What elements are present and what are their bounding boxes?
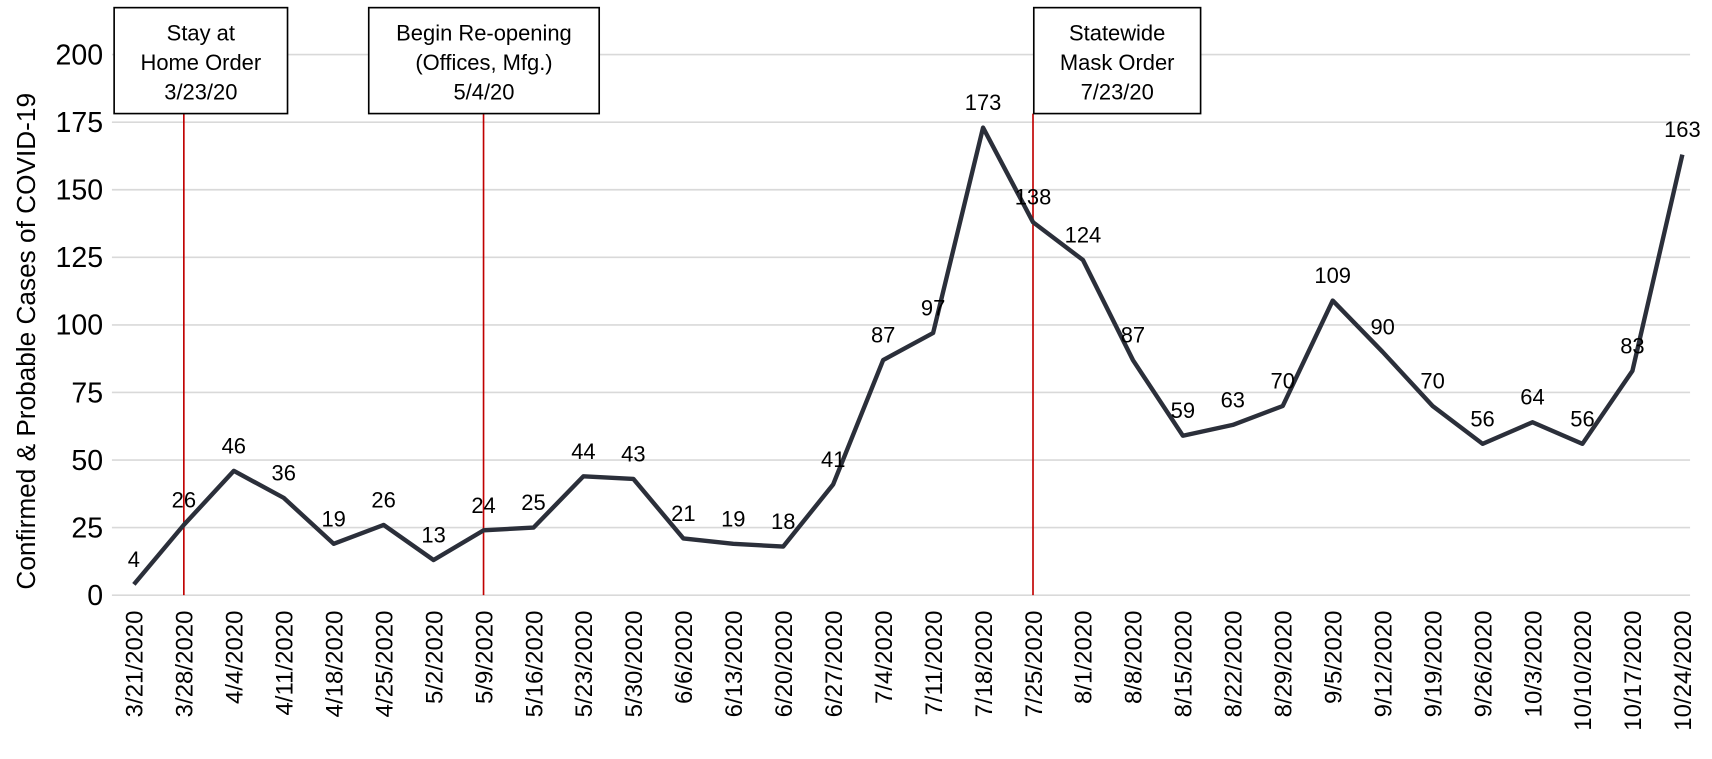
data-label: 56 (1570, 406, 1594, 431)
annotation-box (113, 6, 289, 115)
data-label: 97 (921, 296, 945, 321)
x-tick-label: 9/5/2020 (1320, 610, 1347, 704)
y-tick-label: 200 (56, 39, 104, 71)
x-tick-label: 9/26/2020 (1470, 610, 1497, 717)
data-label: 25 (521, 490, 545, 515)
x-tick-label: 4/4/2020 (222, 610, 249, 704)
annotation: Statewide Mask Order 7/23/20 (1032, 6, 1202, 596)
x-tick-label: 3/28/2020 (172, 610, 199, 717)
x-tick-label: 3/21/2020 (122, 610, 149, 717)
x-tick-label: 6/6/2020 (671, 610, 698, 704)
data-label: 138 (1015, 185, 1052, 210)
x-tick-label: 7/11/2020 (921, 610, 948, 715)
data-label: 19 (321, 506, 345, 531)
y-tick-label: 150 (56, 175, 104, 207)
annotation-text: Mask Order (1060, 50, 1175, 75)
x-tick-label: 8/1/2020 (1071, 610, 1098, 704)
x-tick-label: 4/25/2020 (371, 610, 398, 717)
data-label: 90 (1370, 315, 1394, 340)
annotation-text: 7/23/20 (1081, 79, 1154, 104)
y-tick-label: 50 (71, 445, 103, 477)
annotation-text: 5/4/20 (453, 79, 514, 104)
x-tick-label: 10/24/2020 (1670, 610, 1697, 730)
data-label: 109 (1314, 263, 1351, 288)
data-label: 43 (621, 442, 645, 467)
x-tick-label: 10/10/2020 (1570, 610, 1597, 730)
x-tick-label: 5/30/2020 (621, 610, 648, 717)
x-tick-label: 5/2/2020 (421, 610, 448, 704)
x-tick-label: 9/12/2020 (1370, 610, 1397, 717)
data-label: 64 (1520, 385, 1544, 410)
x-tick-label: 8/29/2020 (1270, 610, 1297, 717)
x-tick-label: 4/11/2020 (271, 610, 298, 715)
data-label: 44 (571, 439, 595, 464)
annotation-text: (Offices, Mfg.) (415, 50, 552, 75)
data-label: 124 (1065, 223, 1102, 248)
data-label: 21 (671, 501, 695, 526)
x-tick-label: 6/27/2020 (821, 610, 848, 717)
data-label: 173 (965, 90, 1002, 115)
x-tick-label: 7/18/2020 (971, 610, 998, 717)
y-tick-label: 25 (71, 513, 103, 545)
data-line (132, 125, 1685, 586)
x-tick-label: 9/19/2020 (1420, 610, 1447, 717)
data-label: 163 (1664, 117, 1701, 142)
data-label: 56 (1470, 406, 1494, 431)
x-tick-label: 5/23/2020 (571, 610, 598, 717)
annotation-box (1032, 6, 1202, 115)
data-label: 83 (1620, 333, 1644, 358)
data-label: 24 (471, 493, 495, 518)
data-label: 18 (771, 509, 795, 534)
data-label: 70 (1271, 369, 1295, 394)
annotation-text: Home Order (141, 50, 262, 75)
annotation-text: Begin Re-opening (396, 20, 572, 45)
annotation-text: Stay at (167, 20, 235, 45)
annotation: Begin Re-opening (Offices, Mfg.) 5/4/20 (367, 6, 601, 596)
y-tick-label: 100 (56, 310, 104, 342)
data-label: 46 (222, 433, 246, 458)
annotation: Stay at Home Order 3/23/20 (113, 6, 289, 596)
data-label: 87 (871, 323, 895, 348)
x-tick-label: 6/13/2020 (721, 610, 748, 717)
data-label: 70 (1420, 369, 1444, 394)
data-label: 36 (272, 460, 296, 485)
data-label: 59 (1171, 398, 1195, 423)
x-tick-label: 6/20/2020 (771, 610, 798, 717)
y-axis-label: Confirmed & Probable Cases of COVID-19 (11, 93, 41, 590)
annotation-box (367, 6, 601, 115)
x-tick-label: 8/15/2020 (1171, 610, 1198, 717)
data-label: 4 (128, 547, 140, 572)
annotation-text: 3/23/20 (164, 79, 237, 104)
x-tick-label: 10/3/2020 (1520, 610, 1547, 717)
x-tick-label: 8/22/2020 (1221, 610, 1248, 717)
x-tick-label: 5/16/2020 (521, 610, 548, 717)
x-tick-label: 7/4/2020 (871, 610, 898, 704)
y-tick-label: 125 (56, 242, 104, 274)
x-tick-label: 8/8/2020 (1121, 610, 1148, 704)
data-label: 87 (1121, 323, 1145, 348)
y-tick-label: 175 (56, 107, 104, 139)
y-tick-label: 75 (71, 377, 103, 409)
data-label: 26 (371, 487, 395, 512)
y-tick-label: 0 (87, 580, 103, 612)
data-label: 19 (721, 506, 745, 531)
data-label: 41 (821, 447, 845, 472)
data-label: 13 (421, 523, 445, 548)
data-label: 26 (172, 487, 196, 512)
x-tick-label: 10/17/2020 (1620, 610, 1647, 730)
x-tick-label: 7/25/2020 (1021, 610, 1048, 717)
data-label: 63 (1221, 387, 1245, 412)
x-tick-label: 4/18/2020 (321, 610, 348, 717)
annotation-text: Statewide (1069, 20, 1165, 45)
x-tick-label: 5/9/2020 (471, 610, 498, 704)
